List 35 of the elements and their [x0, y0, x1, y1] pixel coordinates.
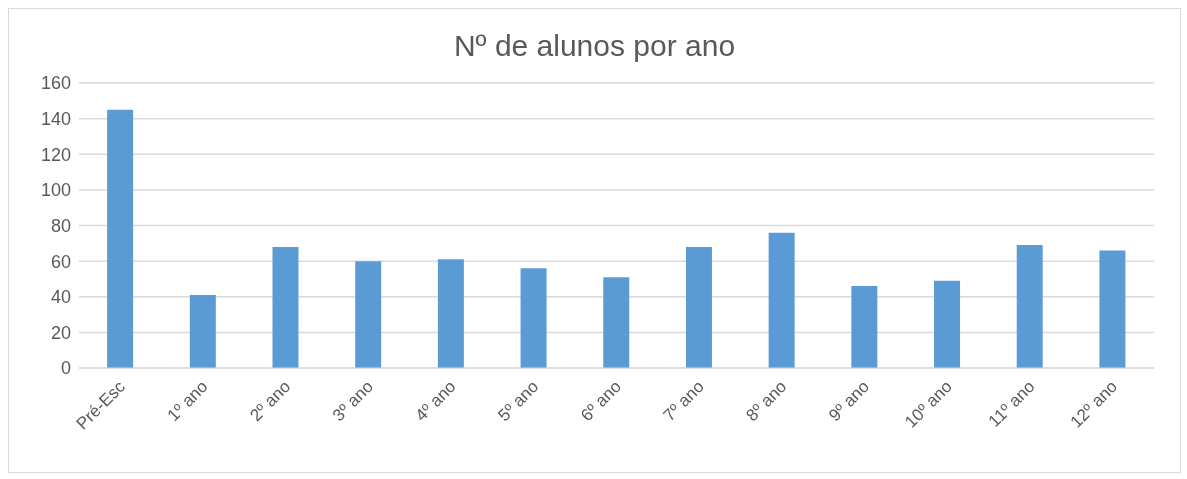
bar	[272, 246, 299, 368]
y-tick-label: 40	[50, 287, 71, 308]
chart-title: Nº de alunos por ano	[452, 28, 737, 64]
y-tick-label: 140	[40, 109, 71, 130]
x-tick-label: 3º ano	[328, 377, 377, 425]
bar	[934, 280, 961, 368]
x-tick-label: 1º ano	[163, 377, 212, 425]
bar	[437, 259, 464, 368]
y-tick-label: 0	[60, 358, 71, 379]
bar	[520, 268, 547, 368]
x-tick-label: 10º ano	[901, 377, 956, 432]
y-tick-label: 160	[40, 73, 71, 94]
x-tick-label: 12º ano	[1066, 377, 1122, 432]
x-tick-label: 11º ano	[984, 377, 1039, 431]
bar	[1016, 245, 1043, 368]
x-tick-label: 5º ano	[494, 377, 543, 425]
bar	[1099, 250, 1126, 368]
y-tick-label: 120	[40, 144, 71, 165]
x-tick-label: 6º ano	[577, 377, 625, 425]
bar	[768, 232, 795, 368]
bar	[685, 246, 712, 368]
bar	[107, 109, 134, 368]
x-tick-label: 7º ano	[659, 377, 708, 425]
y-tick-label: 20	[50, 322, 71, 343]
x-tick-label: 8º ano	[742, 377, 791, 425]
bar	[603, 277, 630, 368]
x-tick-label: 9º ano	[825, 377, 874, 425]
bar	[355, 261, 382, 368]
y-tick-label: 80	[50, 215, 71, 236]
y-tick-label: 100	[40, 180, 71, 201]
x-tick-label: 2º ano	[246, 377, 295, 425]
bar	[189, 294, 216, 368]
x-tick-label: 4º ano	[411, 377, 460, 425]
bar	[851, 286, 878, 368]
y-tick-label: 60	[50, 251, 71, 272]
